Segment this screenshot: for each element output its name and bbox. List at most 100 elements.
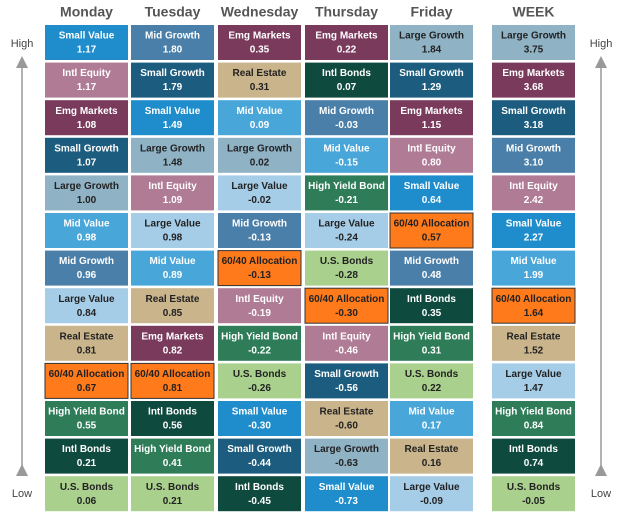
cell-label: Mid Growth xyxy=(506,143,561,154)
cell xyxy=(492,62,575,98)
cell xyxy=(131,62,214,98)
cell-value: 1.47 xyxy=(524,383,544,394)
high-label: High xyxy=(11,38,34,50)
cell xyxy=(218,325,301,361)
cell-label: Emg Markets xyxy=(315,31,378,42)
cell-value: -0.03 xyxy=(335,120,358,131)
cell xyxy=(218,288,301,324)
cell xyxy=(305,250,388,286)
cell-value: 0.81 xyxy=(77,345,97,356)
cell-value: 0.98 xyxy=(163,233,183,244)
high-label: High xyxy=(590,38,613,50)
cell xyxy=(131,288,214,324)
cell-label: Mid Growth xyxy=(59,256,114,267)
cell-label: 60/40 Allocation xyxy=(394,219,470,230)
cell-label: Real Estate xyxy=(405,444,459,455)
cell xyxy=(45,250,128,286)
cell xyxy=(45,62,128,98)
cell-value: -0.21 xyxy=(335,195,358,206)
cell-label: Intl Equity xyxy=(407,143,456,154)
cell-label: Small Value xyxy=(59,31,115,42)
cell-value: 0.02 xyxy=(250,157,270,168)
cell xyxy=(305,62,388,98)
cell-label: Mid Value xyxy=(236,106,283,117)
cell xyxy=(45,401,128,436)
cell-value: 1.79 xyxy=(163,82,183,93)
cell-label: Small Value xyxy=(145,106,201,117)
cell-label: Intl Equity xyxy=(148,181,197,192)
cell-value: 3.75 xyxy=(524,45,544,56)
cell-label: Large Growth xyxy=(140,143,205,154)
cell-label: Intl Bonds xyxy=(62,444,111,455)
cell-label: Emg Markets xyxy=(502,68,565,79)
cell-label: Mid Growth xyxy=(404,256,459,267)
cell-label: U.S. Bonds xyxy=(320,256,374,267)
cell xyxy=(390,25,473,60)
cell-value: -0.09 xyxy=(420,496,443,507)
cell-value: -0.30 xyxy=(248,421,271,432)
cell-label: Real Estate xyxy=(320,407,374,418)
cell-label: High Yield Bond xyxy=(48,407,125,418)
cell-value: 1.64 xyxy=(524,308,544,319)
cell-value: -0.28 xyxy=(335,270,358,281)
cell-value: 0.35 xyxy=(250,45,270,56)
cell-label: High Yield Bond xyxy=(221,331,298,342)
cell-value: -0.13 xyxy=(248,270,271,281)
cell-label: Real Estate xyxy=(233,68,287,79)
cell xyxy=(131,175,214,211)
cell-label: 60/40 Allocation xyxy=(222,256,298,267)
cell-value: 0.41 xyxy=(163,458,183,469)
cell xyxy=(45,288,128,324)
cell-label: U.S. Bonds xyxy=(146,482,200,493)
cell-label: High Yield Bond xyxy=(495,407,572,418)
cell-value: 1.08 xyxy=(77,120,97,131)
cell xyxy=(45,175,128,211)
cell-value: 0.80 xyxy=(422,157,442,168)
cell-label: Small Growth xyxy=(227,444,291,455)
column-header: Monday xyxy=(60,4,113,20)
cell-label: Emg Markets xyxy=(141,331,204,342)
cell-label: Intl Bonds xyxy=(509,444,558,455)
cell-label: Intl Bonds xyxy=(235,482,284,493)
cell-value: 1.15 xyxy=(422,120,442,131)
cell-label: Mid Growth xyxy=(145,31,200,42)
cell-label: Intl Equity xyxy=(509,181,558,192)
column-header: Tuesday xyxy=(145,4,201,20)
cell-label: Mid Value xyxy=(323,143,370,154)
cell-value: 0.67 xyxy=(77,383,97,394)
cell xyxy=(305,137,388,173)
cell xyxy=(305,325,388,361)
cell-label: Mid Value xyxy=(149,256,196,267)
cell xyxy=(45,100,128,136)
cell-label: Mid Value xyxy=(63,219,110,230)
cell-value: 0.22 xyxy=(422,383,442,394)
cell xyxy=(218,363,301,399)
cell-label: Emg Markets xyxy=(400,106,463,117)
cell xyxy=(45,438,128,474)
cell-label: Real Estate xyxy=(60,331,114,342)
cell-label: Large Growth xyxy=(314,444,379,455)
cell-label: Large Growth xyxy=(399,31,464,42)
column-header: Thursday xyxy=(315,4,378,20)
cell xyxy=(492,175,575,211)
cell xyxy=(218,62,301,98)
cell-value: 0.09 xyxy=(250,120,270,131)
cell xyxy=(218,25,301,60)
cell-value: -0.24 xyxy=(335,233,358,244)
cell xyxy=(492,363,575,399)
cell xyxy=(131,137,214,173)
cell-value: 1.09 xyxy=(163,195,183,206)
cell-label: Large Value xyxy=(505,369,562,380)
cell-value: -0.44 xyxy=(248,458,271,469)
cell xyxy=(492,401,575,436)
cell-value: 3.10 xyxy=(524,157,544,168)
cell-label: U.S. Bonds xyxy=(233,369,287,380)
cell-value: 0.81 xyxy=(163,383,183,394)
cell-label: High Yield Bond xyxy=(134,444,211,455)
column-header: WEEK xyxy=(513,4,555,20)
cell-label: Mid Growth xyxy=(319,106,374,117)
cell-label: Intl Bonds xyxy=(148,407,197,418)
cell-value: 1.17 xyxy=(77,45,97,56)
cell-label: Real Estate xyxy=(146,294,200,305)
cell-label: Intl Equity xyxy=(62,68,111,79)
